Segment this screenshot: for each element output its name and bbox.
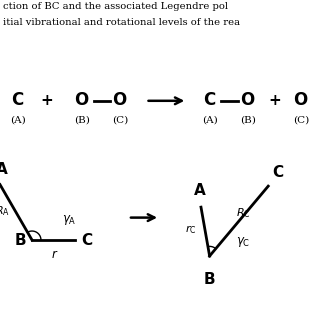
Text: $r_{\mathsf{C}}$: $r_{\mathsf{C}}$	[185, 224, 197, 236]
Text: $r$: $r$	[52, 248, 59, 261]
Text: (A): (A)	[202, 116, 218, 124]
Text: $\mathbf{C}$: $\mathbf{C}$	[11, 92, 24, 109]
Text: $\gamma_{\mathsf{A}}$: $\gamma_{\mathsf{A}}$	[61, 213, 76, 227]
Text: (B): (B)	[240, 116, 256, 124]
Text: itial vibrational and rotational levels of the rea: itial vibrational and rotational levels …	[3, 18, 240, 27]
Text: $\mathbf{O}$: $\mathbf{O}$	[240, 92, 256, 109]
Text: $R_{\mathsf{C}}$: $R_{\mathsf{C}}$	[236, 206, 251, 220]
Text: $\mathbf{O}$: $\mathbf{O}$	[74, 92, 89, 109]
Text: $\mathbf{C}$: $\mathbf{C}$	[81, 232, 93, 248]
Text: $\mathbf{B}$: $\mathbf{B}$	[13, 232, 26, 248]
Text: (B): (B)	[74, 116, 90, 124]
Text: (C): (C)	[293, 116, 309, 124]
Text: (A): (A)	[10, 116, 26, 124]
Text: $\mathbf{+}$: $\mathbf{+}$	[40, 94, 53, 108]
Text: $\mathbf{O}$: $\mathbf{O}$	[293, 92, 308, 109]
Text: $R_{\mathsf{A}}$: $R_{\mathsf{A}}$	[0, 204, 10, 218]
Text: $\gamma_{\mathsf{C}}$: $\gamma_{\mathsf{C}}$	[236, 235, 250, 249]
Text: $\mathbf{A}$: $\mathbf{A}$	[193, 182, 206, 198]
Text: ction of BC and the associated Legendre pol: ction of BC and the associated Legendre …	[3, 2, 228, 11]
Text: $\mathbf{B}$: $\mathbf{B}$	[203, 271, 216, 287]
Text: $\mathbf{C}$: $\mathbf{C}$	[203, 92, 216, 109]
Text: $\mathbf{+}$: $\mathbf{+}$	[268, 94, 281, 108]
Text: (C): (C)	[112, 116, 128, 124]
Text: $\mathbf{O}$: $\mathbf{O}$	[112, 92, 128, 109]
Text: $\mathbf{C}$: $\mathbf{C}$	[272, 164, 284, 180]
Text: $\mathbf{A}$: $\mathbf{A}$	[0, 161, 8, 177]
